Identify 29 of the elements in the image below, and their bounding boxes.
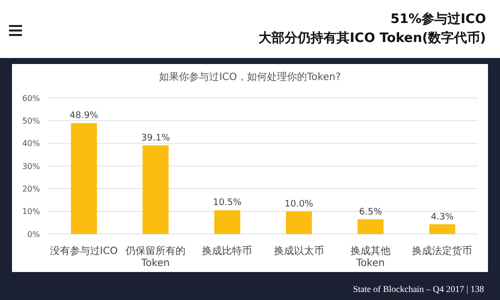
x-tick-label: 换成比特币: [202, 245, 252, 257]
data-label: 48.9%: [70, 111, 99, 122]
bar: [214, 210, 240, 234]
x-tick-label: 仍保留所有的Token: [124, 245, 186, 269]
y-tick-label: 50%: [22, 116, 40, 126]
chart-subtitle: 大部分仍持有其ICO Token(数字代币): [258, 30, 486, 48]
x-tick-label: 换成其他Token: [350, 245, 390, 269]
data-label: 10.0%: [284, 199, 314, 210]
y-tick-label: 0%: [27, 230, 40, 239]
bar: [70, 123, 97, 234]
y-tick-label: 60%: [22, 94, 40, 103]
bar: [358, 219, 384, 234]
data-label: 6.5%: [359, 207, 382, 218]
y-tick-label: 30%: [22, 162, 40, 171]
bar: [429, 224, 456, 234]
text: 如果你参与过ICO，如何处理你的Token?: [158, 70, 342, 84]
bar: [286, 211, 312, 234]
chart-title: 51%参与过ICO: [389, 11, 486, 29]
y-tick-label: 10%: [22, 207, 40, 216]
data-label: 4.3%: [430, 212, 454, 222]
data-label: 39.1%: [141, 133, 170, 144]
bar: [142, 145, 169, 234]
text: State of Blockchain – Q4 2017 | 138: [352, 284, 484, 294]
y-tick-label: 20%: [22, 184, 40, 194]
data-label: 10.5%: [212, 198, 242, 208]
y-tick-label: 40%: [22, 139, 40, 148]
x-tick-label: 换成以太币: [274, 245, 324, 257]
x-tick-label: 换成法定货币: [412, 245, 472, 257]
x-tick-label: 没有参与过ICO: [50, 245, 118, 257]
